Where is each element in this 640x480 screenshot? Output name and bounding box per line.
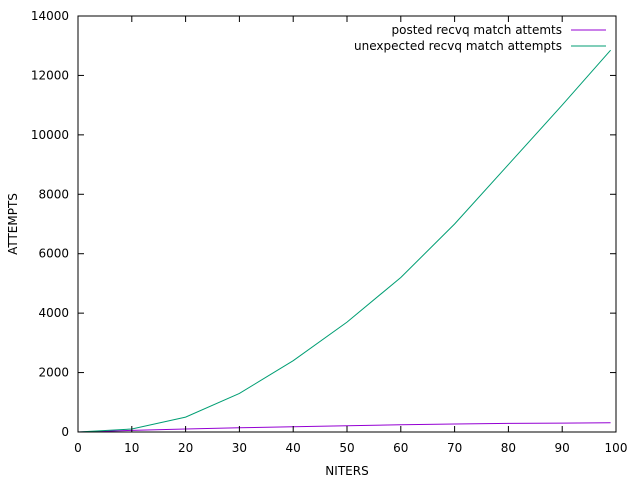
x-axis: 0 10 20 30 40 50 60 70 80 90 100 — [74, 16, 627, 455]
x-tick-label: 90 — [555, 441, 570, 455]
x-tick-label: 0 — [74, 441, 82, 455]
series-line-2 — [77, 49, 611, 433]
y-axis-label: ATTEMPTS — [6, 193, 20, 255]
legend-label-1: posted recvq match attemts — [392, 23, 562, 37]
x-tick-label: 30 — [232, 441, 247, 455]
y-tick-label: 2000 — [38, 366, 69, 380]
y-tick-label: 8000 — [38, 187, 69, 201]
plot-frame — [77, 15, 617, 433]
x-tick-label: 60 — [393, 441, 408, 455]
x-tick-label: 80 — [501, 441, 516, 455]
x-tick-label: 70 — [447, 441, 462, 455]
y-tick-label: 12000 — [31, 68, 69, 82]
x-tick-label: 10 — [124, 441, 139, 455]
series-line-1 — [77, 422, 611, 433]
x-axis-label: NITERS — [325, 464, 368, 478]
x-tick-label: 100 — [605, 441, 628, 455]
x-tick-label: 40 — [286, 441, 301, 455]
legend: posted recvq match attemts unexpected rec… — [354, 23, 606, 53]
x-tick-label: 50 — [339, 441, 354, 455]
y-tick-label: 0 — [61, 425, 69, 439]
y-tick-label: 10000 — [31, 128, 69, 142]
y-tick-label: 6000 — [38, 247, 69, 261]
plot-lines — [77, 49, 611, 433]
x-tick-label: 20 — [178, 441, 193, 455]
legend-label-2: unexpected recvq match attempts — [354, 39, 562, 53]
y-tick-label: 4000 — [38, 306, 69, 320]
y-tick-label: 14000 — [31, 9, 69, 23]
y-axis: 0 2000 4000 6000 8000 10000 12000 14000 — [31, 9, 616, 439]
